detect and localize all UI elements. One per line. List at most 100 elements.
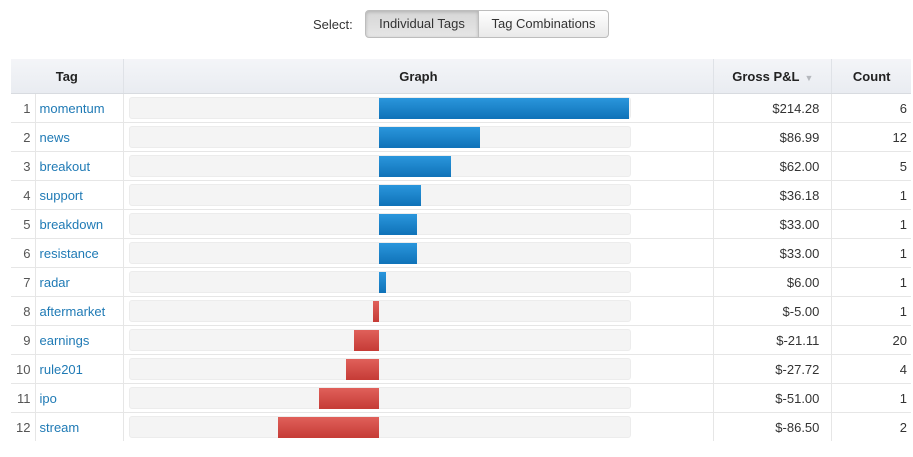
tag-link[interactable]: breakdown — [39, 216, 104, 232]
gross-pnl-cell: $-5.00 — [713, 296, 832, 326]
count-cell: 20 — [831, 325, 911, 355]
graph-track — [128, 358, 631, 380]
count-cell: 1 — [831, 180, 911, 210]
table-row: 8 aftermarket $-5.00 1 — [11, 296, 911, 326]
row-number: 3 — [11, 151, 36, 181]
gross-pnl-cell: $36.18 — [713, 180, 832, 210]
gross-pnl-cell: $33.00 — [713, 209, 832, 239]
tag-cell: breakout — [34, 151, 124, 181]
graph-cell — [122, 93, 714, 123]
graph-cell — [122, 412, 714, 441]
tag-link[interactable]: rule201 — [39, 361, 83, 377]
graph-cell — [122, 267, 714, 297]
header-tag-label: Tag — [55, 68, 78, 84]
row-number: 9 — [11, 325, 36, 355]
row-number: 12 — [11, 412, 36, 441]
individual-tags-button[interactable]: Individual Tags — [365, 10, 479, 38]
tag-cell: support — [34, 180, 124, 210]
row-number: 4 — [11, 180, 36, 210]
table-row: 9 earnings $-21.11 20 — [11, 325, 911, 355]
negative-pnl-bar — [319, 388, 379, 409]
tag-cell: stream — [34, 412, 124, 441]
tag-link[interactable]: momentum — [39, 100, 105, 116]
positive-pnl-bar — [378, 243, 418, 264]
count-cell: 1 — [831, 238, 911, 268]
graph-track — [128, 416, 631, 438]
header-gross-pnl[interactable]: Gross P&L ▼ — [713, 59, 832, 94]
graph-cell — [122, 325, 714, 355]
count-cell: 1 — [831, 267, 911, 297]
tag-cell: ipo — [34, 383, 124, 413]
graph-track — [128, 387, 631, 409]
header-count[interactable]: Count — [831, 59, 911, 94]
table-row: 3 breakout $62.00 5 — [11, 151, 911, 181]
count-cell: 1 — [831, 296, 911, 326]
tag-link[interactable]: support — [39, 187, 83, 203]
tag-link[interactable]: radar — [39, 274, 70, 290]
table-row: 5 breakdown $33.00 1 — [11, 209, 911, 239]
row-number: 7 — [11, 267, 36, 297]
selector-bar: Select: Individual Tags Tag Combinations — [0, 10, 913, 40]
count-cell: 12 — [831, 122, 911, 152]
graph-track — [128, 329, 631, 351]
tag-cell: earnings — [34, 325, 124, 355]
tag-link[interactable]: resistance — [39, 245, 99, 261]
tag-link[interactable]: earnings — [39, 332, 90, 348]
gross-pnl-cell: $-51.00 — [713, 383, 832, 413]
negative-pnl-bar — [346, 359, 379, 380]
select-label: Select: — [313, 17, 353, 32]
tag-cell: resistance — [34, 238, 124, 268]
negative-pnl-bar — [353, 330, 379, 351]
graph-cell — [122, 238, 714, 268]
tag-link[interactable]: news — [39, 129, 70, 145]
graph-cell — [122, 296, 714, 326]
table-row: 6 resistance $33.00 1 — [11, 238, 911, 268]
negative-pnl-bar — [372, 301, 379, 322]
row-number: 11 — [11, 383, 36, 413]
row-number: 5 — [11, 209, 36, 239]
tag-link[interactable]: ipo — [39, 390, 57, 406]
tag-cell: news — [34, 122, 124, 152]
row-number: 1 — [11, 93, 36, 123]
positive-pnl-bar — [378, 214, 418, 235]
graph-cell — [122, 151, 714, 181]
gross-pnl-cell: $-86.50 — [713, 412, 832, 441]
header-tag[interactable]: Tag — [11, 59, 124, 94]
row-number: 8 — [11, 296, 36, 326]
count-cell: 1 — [831, 383, 911, 413]
count-cell: 6 — [831, 93, 911, 123]
table-header-row: Tag Graph Gross P&L ▼ Count — [11, 59, 911, 94]
graph-cell — [122, 354, 714, 384]
count-cell: 2 — [831, 412, 911, 441]
gross-pnl-cell: $-27.72 — [713, 354, 832, 384]
positive-pnl-bar — [378, 156, 451, 177]
table-row: 4 support $36.18 1 — [11, 180, 911, 210]
sort-desc-icon: ▼ — [804, 72, 814, 83]
count-cell: 1 — [831, 209, 911, 239]
positive-pnl-bar — [378, 127, 481, 148]
table-row: 1 momentum $214.28 6 — [11, 93, 911, 123]
count-cell: 5 — [831, 151, 911, 181]
count-cell: 4 — [831, 354, 911, 384]
tag-cell: radar — [34, 267, 124, 297]
graph-cell — [122, 180, 714, 210]
table-row: 2 news $86.99 12 — [11, 122, 911, 152]
negative-pnl-bar — [277, 417, 379, 438]
table-row: 11 ipo $-51.00 1 — [11, 383, 911, 413]
row-number: 2 — [11, 122, 36, 152]
table-row: 10 rule201 $-27.72 4 — [11, 354, 911, 384]
positive-pnl-bar — [378, 272, 386, 293]
gross-pnl-cell: $-21.11 — [713, 325, 832, 355]
table-row: 7 radar $6.00 1 — [11, 267, 911, 297]
tag-link[interactable]: aftermarket — [39, 303, 106, 319]
gross-pnl-cell: $86.99 — [713, 122, 832, 152]
gross-pnl-cell: $214.28 — [713, 93, 832, 123]
header-graph: Graph — [122, 59, 714, 94]
tag-link[interactable]: stream — [39, 419, 80, 435]
tag-combinations-button[interactable]: Tag Combinations — [478, 10, 609, 38]
graph-cell — [122, 383, 714, 413]
header-graph-label: Graph — [399, 68, 438, 84]
tag-cell: rule201 — [34, 354, 124, 384]
tag-link[interactable]: breakout — [39, 158, 91, 174]
positive-pnl-bar — [378, 185, 421, 206]
